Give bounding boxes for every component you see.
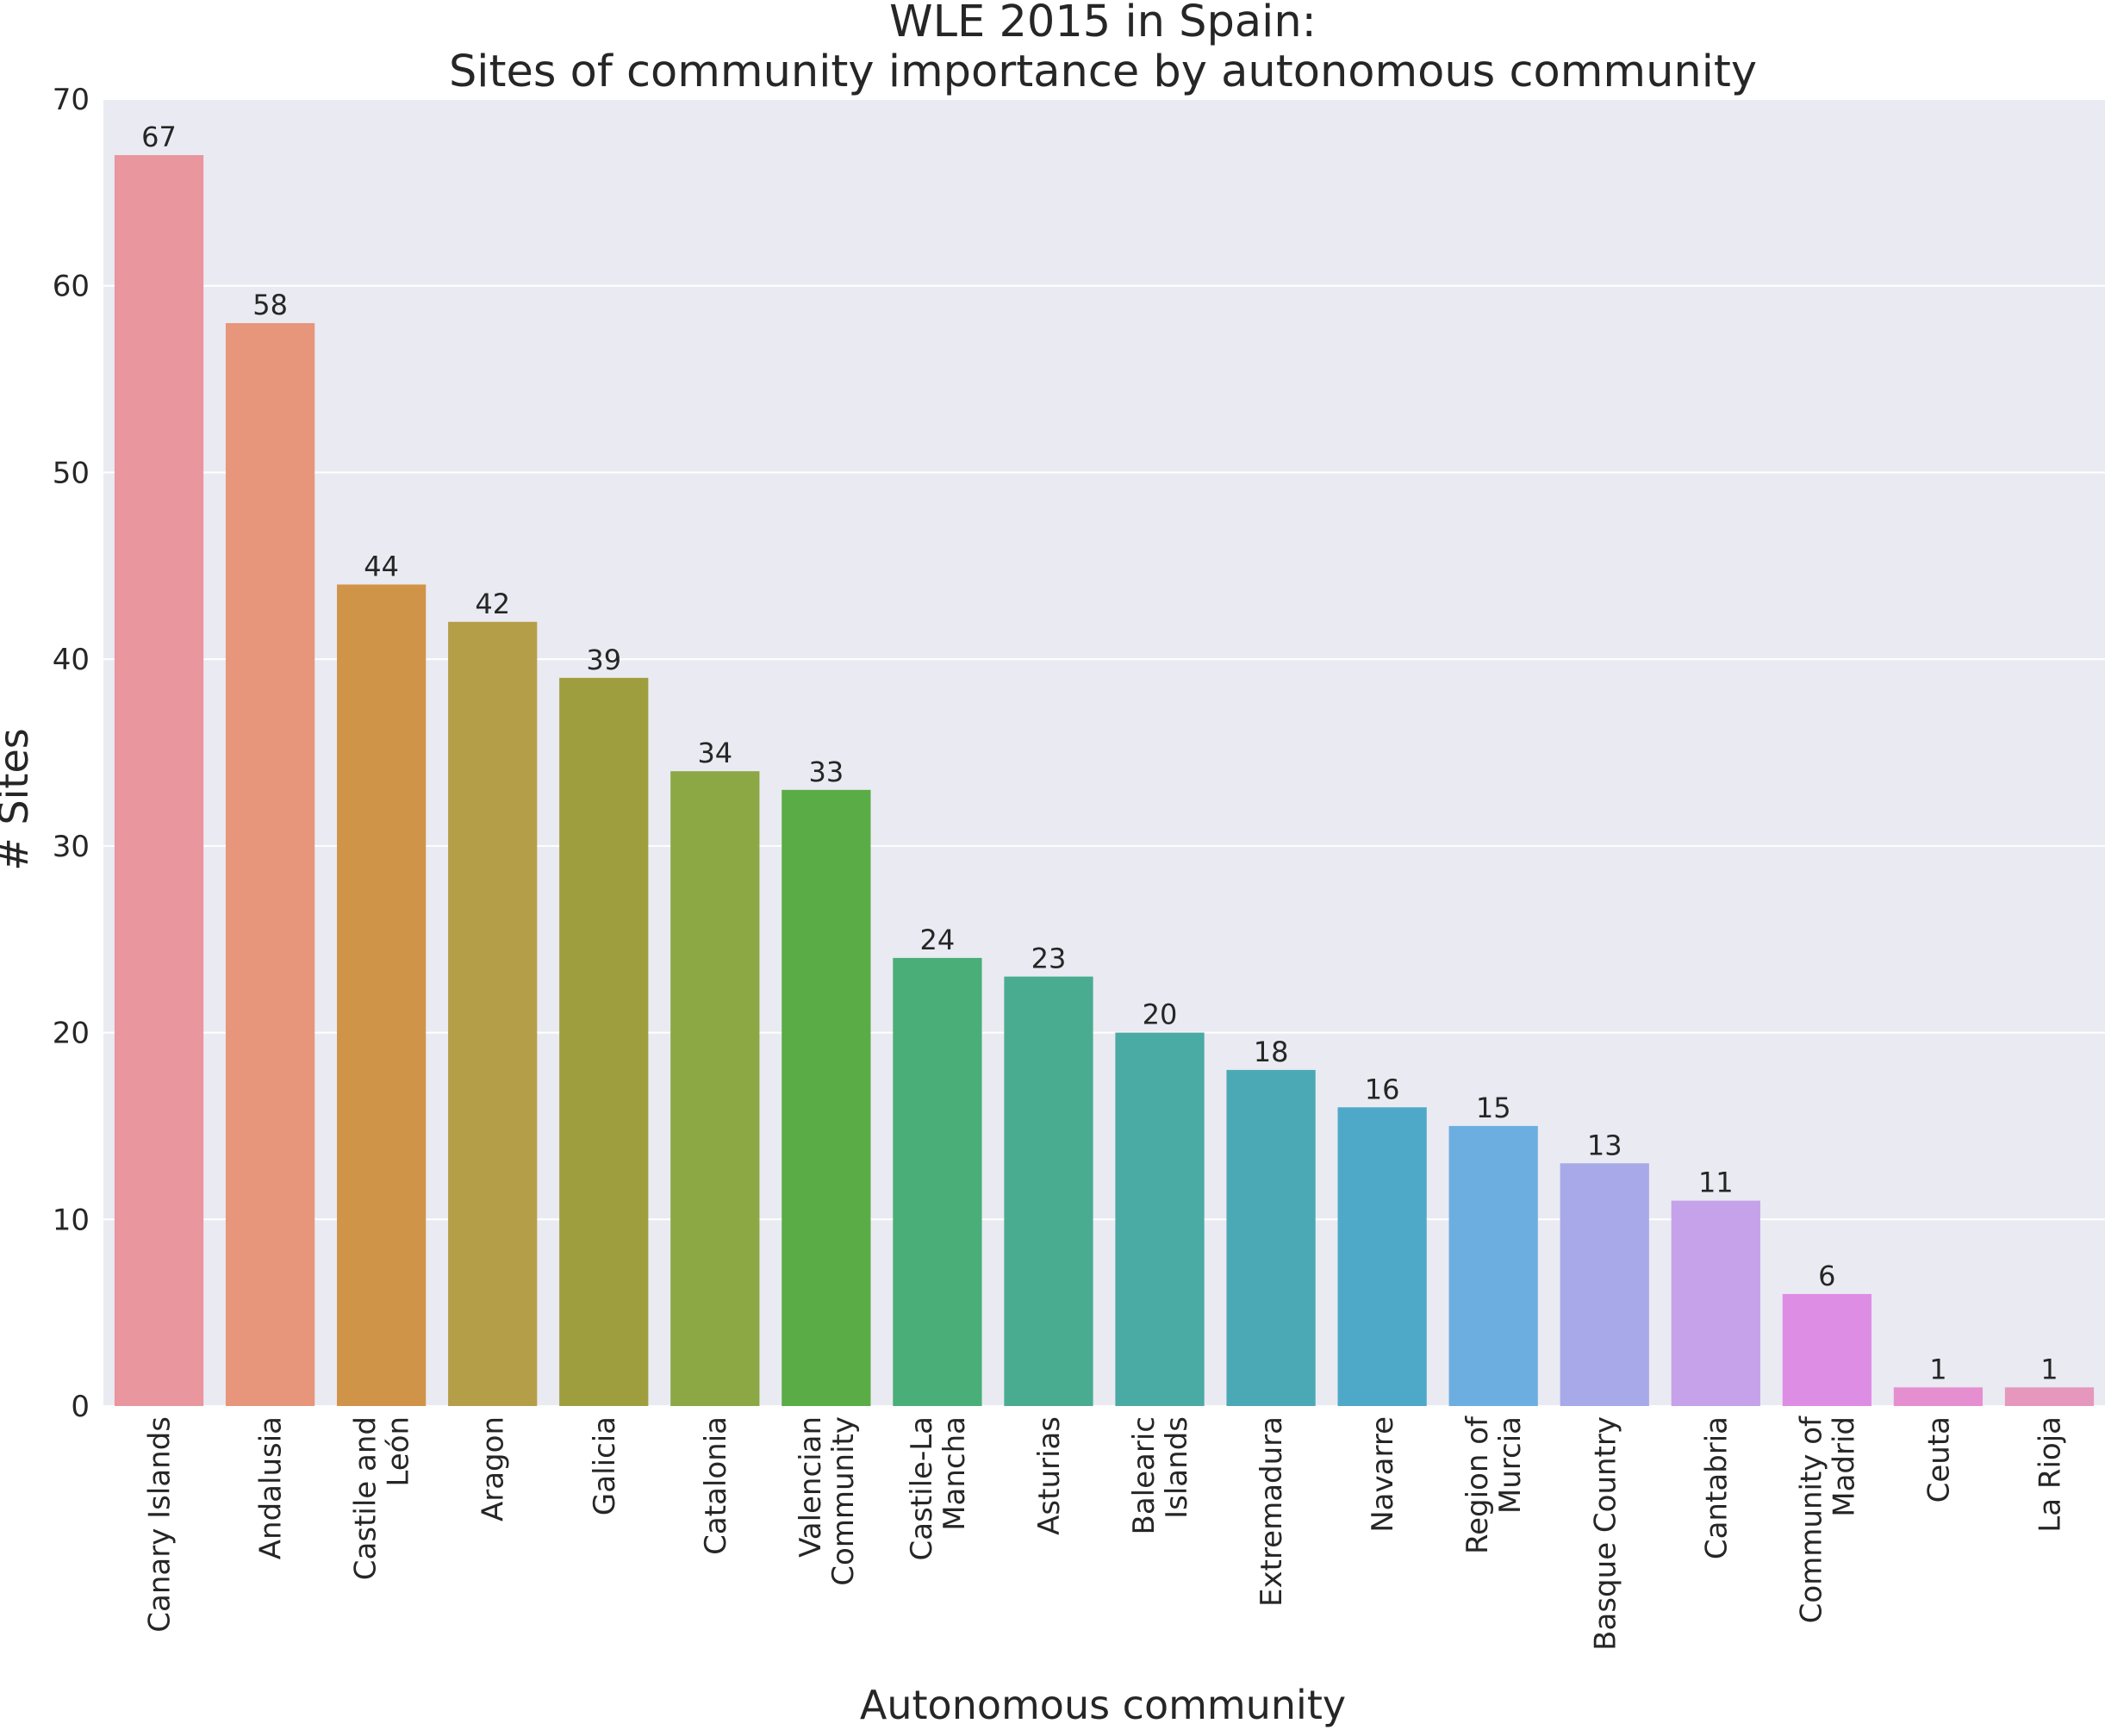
bar xyxy=(1671,1200,1760,1406)
x-tick-label: Aragon xyxy=(476,1416,511,1521)
x-tick-label-line: Asturias xyxy=(1032,1416,1067,1535)
x-tick-label-line: Aragon xyxy=(476,1416,511,1521)
bar xyxy=(225,323,315,1406)
x-tick-label-line: Community of xyxy=(1794,1416,1828,1623)
value-label: 6 xyxy=(1818,1260,1835,1292)
x-tick-label-line: Andalusia xyxy=(254,1416,289,1559)
x-tick-label-line: Madrid xyxy=(1827,1416,1861,1517)
value-label: 16 xyxy=(1365,1073,1400,1105)
y-tick-label: 40 xyxy=(53,643,90,677)
x-tick-label: Basque Country xyxy=(1588,1416,1622,1651)
bar xyxy=(1782,1293,1871,1406)
x-tick-label-line: Extremadura xyxy=(1255,1416,1289,1607)
x-tick-label: Catalonia xyxy=(699,1416,733,1555)
bar xyxy=(893,957,982,1406)
y-tick-label: 30 xyxy=(53,830,90,864)
x-tick-label-line: Murcia xyxy=(1493,1416,1528,1514)
bar xyxy=(670,771,760,1406)
y-tick-label: 20 xyxy=(53,1017,90,1051)
x-tick-label-line: Castile and xyxy=(349,1416,383,1580)
bar xyxy=(559,677,649,1406)
x-tick-label-line: Balearic xyxy=(1127,1416,1161,1534)
x-tick-label: Galicia xyxy=(588,1416,622,1515)
bars xyxy=(114,155,2095,1406)
x-tick-label-line: Islands xyxy=(1160,1416,1194,1519)
bar xyxy=(1337,1107,1427,1406)
value-label: 1 xyxy=(1929,1353,1946,1385)
value-label: 15 xyxy=(1476,1092,1511,1124)
x-tick-label-line: Valencian xyxy=(794,1416,828,1558)
gridlines xyxy=(103,98,2105,1407)
x-tick-label: Navarre xyxy=(1366,1416,1400,1533)
x-tick-label-line: Galicia xyxy=(588,1416,622,1515)
x-tick-label-line: León xyxy=(382,1416,416,1487)
x-tick-label: Ceuta xyxy=(1921,1416,1956,1503)
plot-area xyxy=(103,99,2105,1406)
x-tick-label-line: Basque Country xyxy=(1588,1416,1622,1651)
bar xyxy=(337,584,427,1406)
y-tick-label: 70 xyxy=(53,83,90,117)
y-tick-label: 0 xyxy=(71,1390,90,1424)
y-axis-label: # Sites xyxy=(0,728,37,870)
x-tick-label: La Rioja xyxy=(2033,1416,2067,1533)
bar xyxy=(114,155,204,1406)
y-tick-label: 50 xyxy=(53,456,90,490)
value-label: 18 xyxy=(1254,1036,1289,1068)
value-label: 11 xyxy=(1698,1167,1734,1199)
bar xyxy=(1226,1069,1316,1406)
x-tick-label: Andalusia xyxy=(254,1416,289,1559)
bar xyxy=(1560,1163,1649,1406)
x-tick-label-line: Mancha xyxy=(937,1416,972,1531)
value-label: 20 xyxy=(1143,999,1178,1031)
bar xyxy=(1004,976,1093,1406)
chart-title-line-1: WLE 2015 in Spain: xyxy=(889,0,1317,47)
y-tick-label: 10 xyxy=(53,1203,90,1237)
value-label: 58 xyxy=(252,289,288,321)
value-label: 44 xyxy=(364,550,399,582)
x-tick-label: Cantabria xyxy=(1699,1416,1734,1559)
x-axis-label: Autonomous community xyxy=(860,1682,1346,1728)
x-tick-label-line: Navarre xyxy=(1366,1416,1400,1533)
x-tick-label: Asturias xyxy=(1032,1416,1067,1535)
bar xyxy=(1448,1125,1538,1406)
bar xyxy=(448,621,538,1406)
x-tick-label-line: La Rioja xyxy=(2033,1416,2067,1533)
value-label: 34 xyxy=(697,737,732,769)
value-label: 13 xyxy=(1587,1129,1622,1161)
x-tick-label-line: Ceuta xyxy=(1921,1416,1956,1503)
value-label: 24 xyxy=(920,924,956,956)
x-tick-label-line: Catalonia xyxy=(699,1416,733,1555)
x-tick-label-line: Region of xyxy=(1460,1416,1495,1554)
x-tick-label: Extremadura xyxy=(1255,1416,1289,1607)
value-label: 39 xyxy=(586,644,621,676)
bar xyxy=(1893,1387,1984,1406)
x-tick-label-line: Cantabria xyxy=(1699,1416,1734,1559)
x-tick-label: Canary Islands xyxy=(143,1416,177,1633)
y-tick-labels: 0 10 20 30 40 50 60 70 xyxy=(53,83,90,1424)
value-label: 33 xyxy=(809,756,844,788)
chart-title-line-2: Sites of community importance by autonom… xyxy=(449,47,1757,97)
x-tick-label-line: Castile-La xyxy=(905,1416,939,1560)
bar xyxy=(2004,1387,2095,1406)
y-tick-label: 60 xyxy=(53,270,90,304)
value-label: 1 xyxy=(2040,1353,2058,1385)
value-label: 67 xyxy=(141,121,177,153)
x-tick-label-line: Community xyxy=(826,1416,861,1586)
x-tick-label-line: Canary Islands xyxy=(143,1416,177,1633)
value-label: 42 xyxy=(475,588,510,620)
value-label: 23 xyxy=(1031,943,1067,975)
bar xyxy=(1115,1032,1205,1406)
bar xyxy=(782,789,871,1406)
